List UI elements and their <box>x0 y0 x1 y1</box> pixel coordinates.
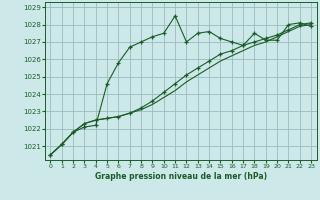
X-axis label: Graphe pression niveau de la mer (hPa): Graphe pression niveau de la mer (hPa) <box>95 172 267 181</box>
